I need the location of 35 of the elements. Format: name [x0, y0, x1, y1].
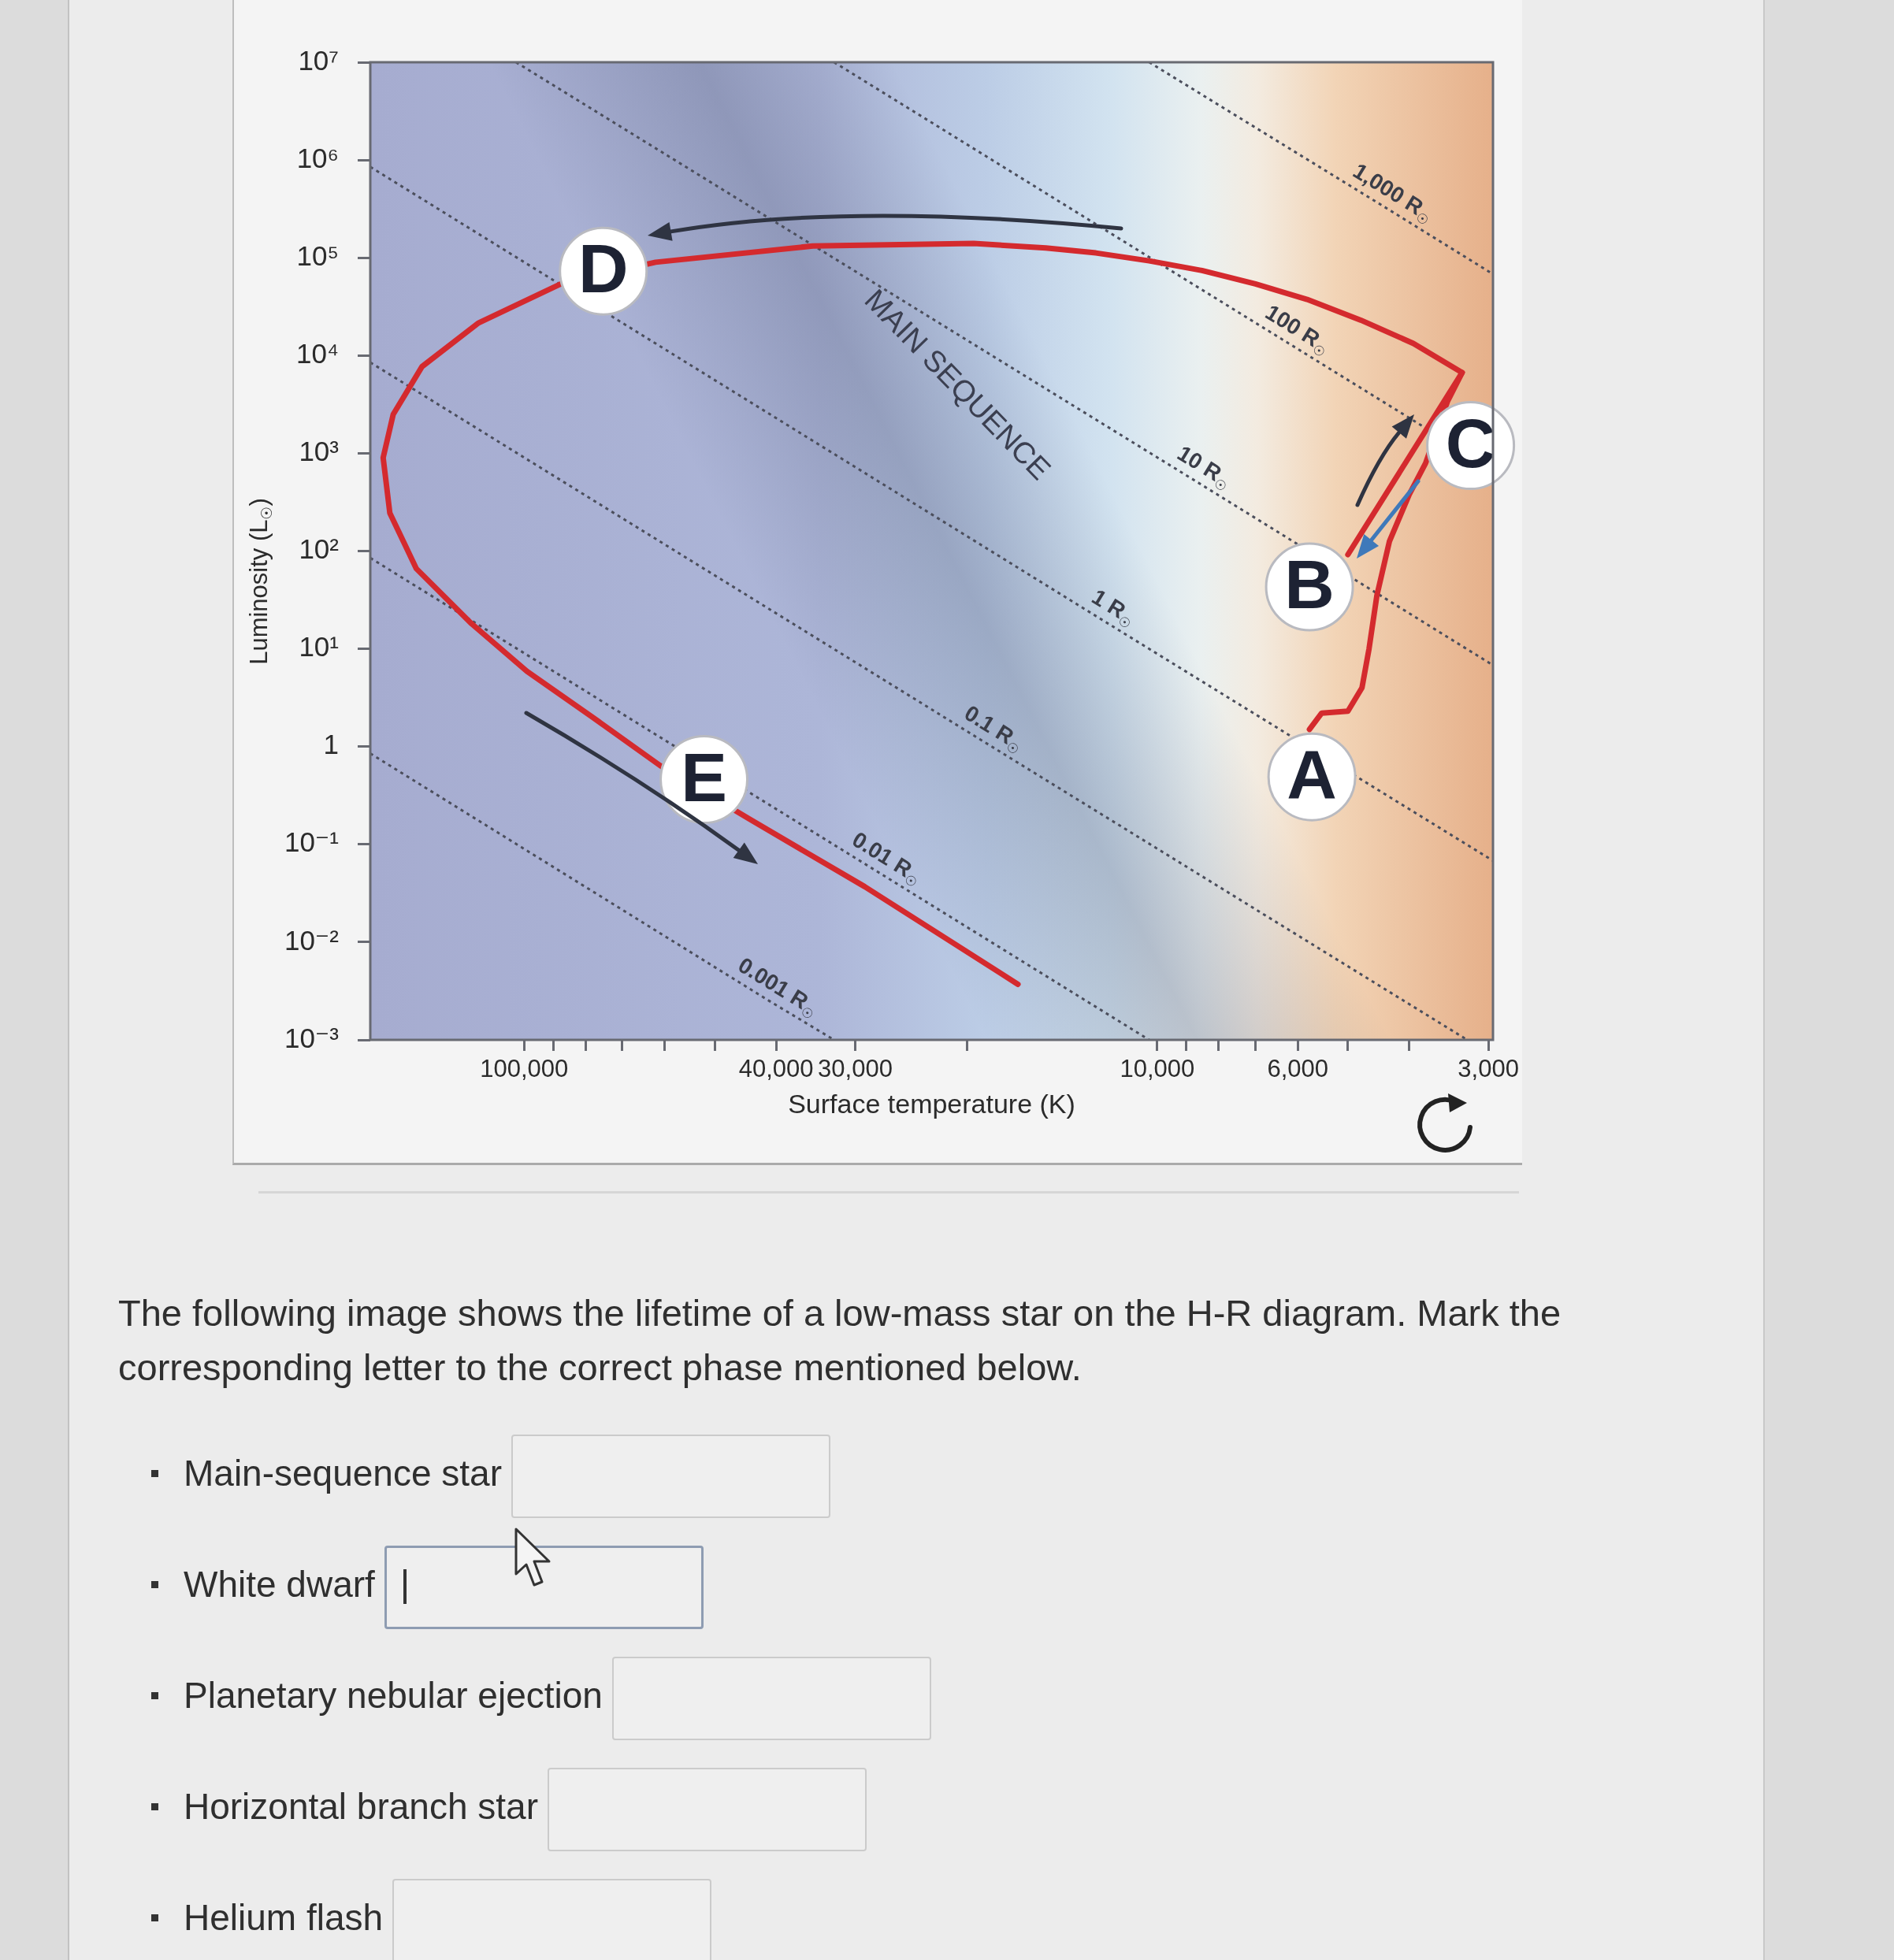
text: Main-sequence star	[184, 1453, 502, 1494]
x-tick-label: 10,000	[1120, 1055, 1195, 1083]
y-tick-label: 10⁻³	[284, 1022, 339, 1053]
y-axis-title: Luminosity (L☉)	[244, 498, 276, 665]
text: 100 R☉	[1261, 299, 1328, 361]
y-tick-label: 10⁻²	[284, 924, 339, 956]
text: White dwarf	[184, 1564, 375, 1605]
y-tick-label: 10⁷	[298, 44, 339, 76]
text: Planetary nebular ejection	[184, 1675, 603, 1716]
x-tick-label: 40,000	[738, 1055, 814, 1083]
y-tick-label: 10⁶	[296, 142, 339, 173]
y-tick-label: 10⁻¹	[284, 826, 339, 858]
data-label: C	[1445, 403, 1496, 482]
text: 1 R☉	[1087, 584, 1134, 633]
data-label: B	[1284, 545, 1335, 624]
x-tick-label: 30,000	[818, 1055, 893, 1083]
y-tick-label: 10⁴	[296, 337, 339, 369]
data-label: A	[1287, 735, 1337, 814]
y-tick-label: 10²	[299, 533, 339, 565]
text: The following image shows the lifetime of a low-mass star on the H-R diagram. Mark the corresponding letter to the correct phase mentioned below.	[118, 1291, 1562, 1390]
y-tick-label: 10⁵	[296, 239, 339, 271]
text: 0.01 R☉	[848, 826, 920, 891]
x-tick-label: 3,000	[1458, 1055, 1519, 1083]
data-label: D	[577, 229, 629, 308]
y-tick-label: 1	[323, 729, 339, 760]
data-label: E	[681, 737, 727, 816]
x-tick-label: 6,000	[1267, 1055, 1329, 1083]
y-tick-label: 10¹	[299, 631, 339, 663]
text: Horizontal branch star	[184, 1786, 538, 1827]
x-axis-title: Surface temperature (K)	[788, 1088, 1075, 1119]
y-tick-label: 10³	[299, 436, 339, 467]
text: Helium flash	[184, 1897, 384, 1938]
text: 0.1 R☉	[960, 700, 1022, 759]
text: 10 R☉	[1173, 440, 1230, 496]
x-tick-label: 100,000	[480, 1055, 569, 1083]
